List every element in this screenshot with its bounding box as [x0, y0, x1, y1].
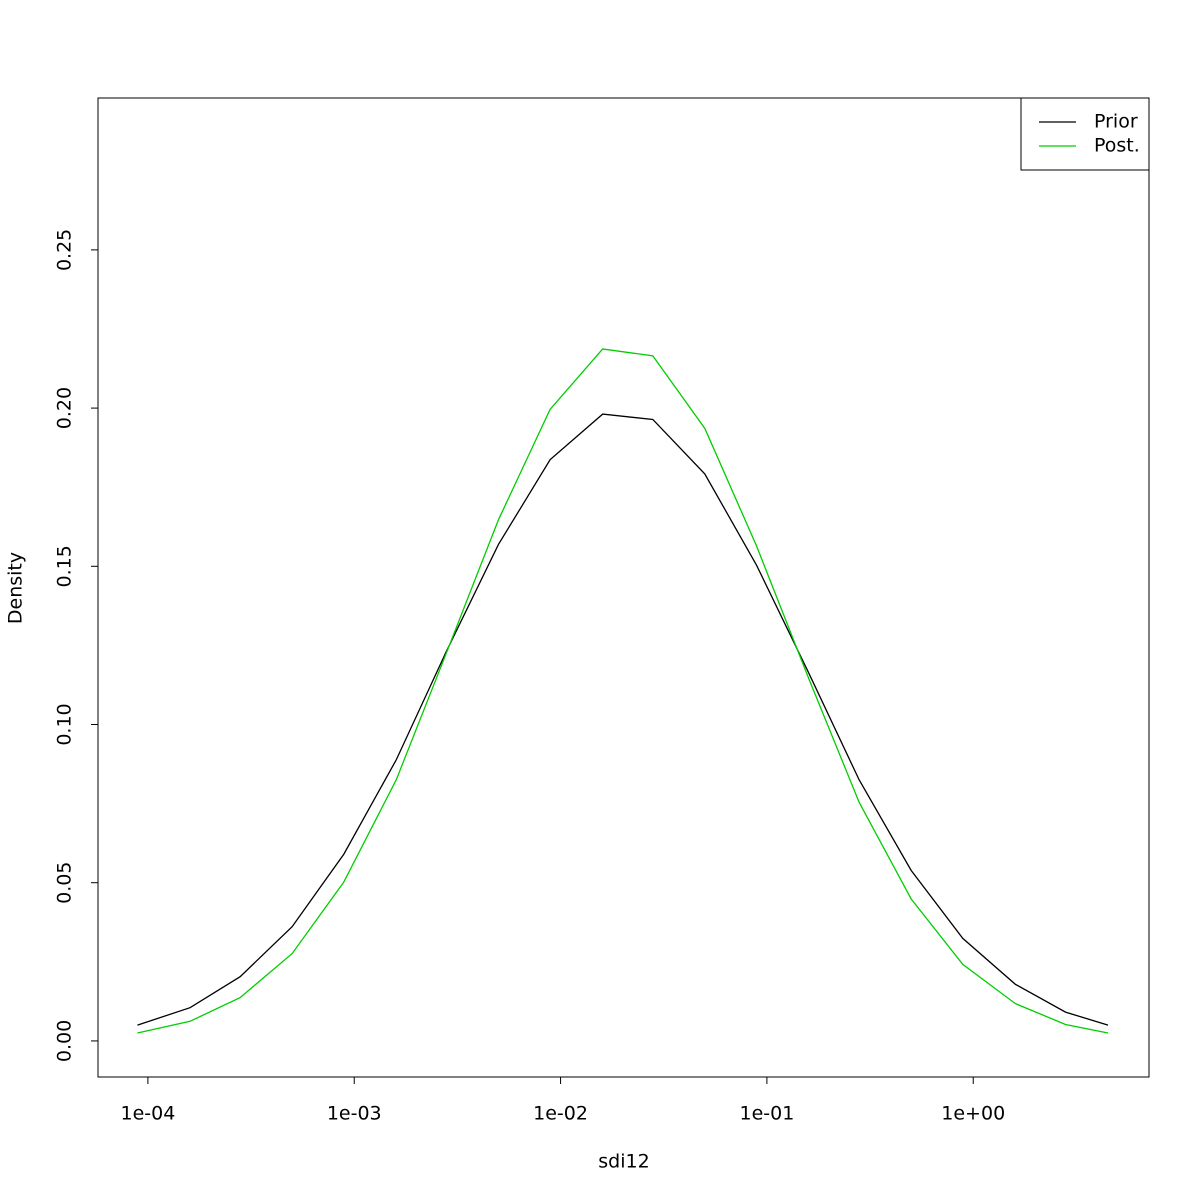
- y-tick-label: 0.25: [54, 229, 76, 271]
- legend-box: [1020, 97, 1150, 171]
- x-tick-label: 1e-03: [327, 1103, 382, 1125]
- y-tick-label: 0.15: [54, 545, 76, 587]
- y-axis-label: Density: [5, 552, 27, 624]
- plot-frame: [97, 97, 1150, 1078]
- x-tick-label: 1e-01: [739, 1103, 794, 1125]
- y-tick-label: 0.10: [54, 703, 76, 745]
- x-tick-label: 1e-04: [120, 1103, 175, 1125]
- legend-label: Prior: [1094, 111, 1138, 133]
- x-tick-label: 1e-02: [533, 1103, 588, 1125]
- series-line: [137, 413, 1109, 1026]
- y-tick-label: 0.20: [54, 387, 76, 429]
- y-tick-label: 0.05: [54, 862, 76, 904]
- y-tick-label: 0.00: [54, 1020, 76, 1062]
- x-tick-label: 1e+00: [941, 1103, 1005, 1125]
- legend-label: Post.: [1094, 135, 1140, 157]
- series-line: [137, 348, 1109, 1034]
- x-axis-label: sdi12: [598, 1151, 649, 1173]
